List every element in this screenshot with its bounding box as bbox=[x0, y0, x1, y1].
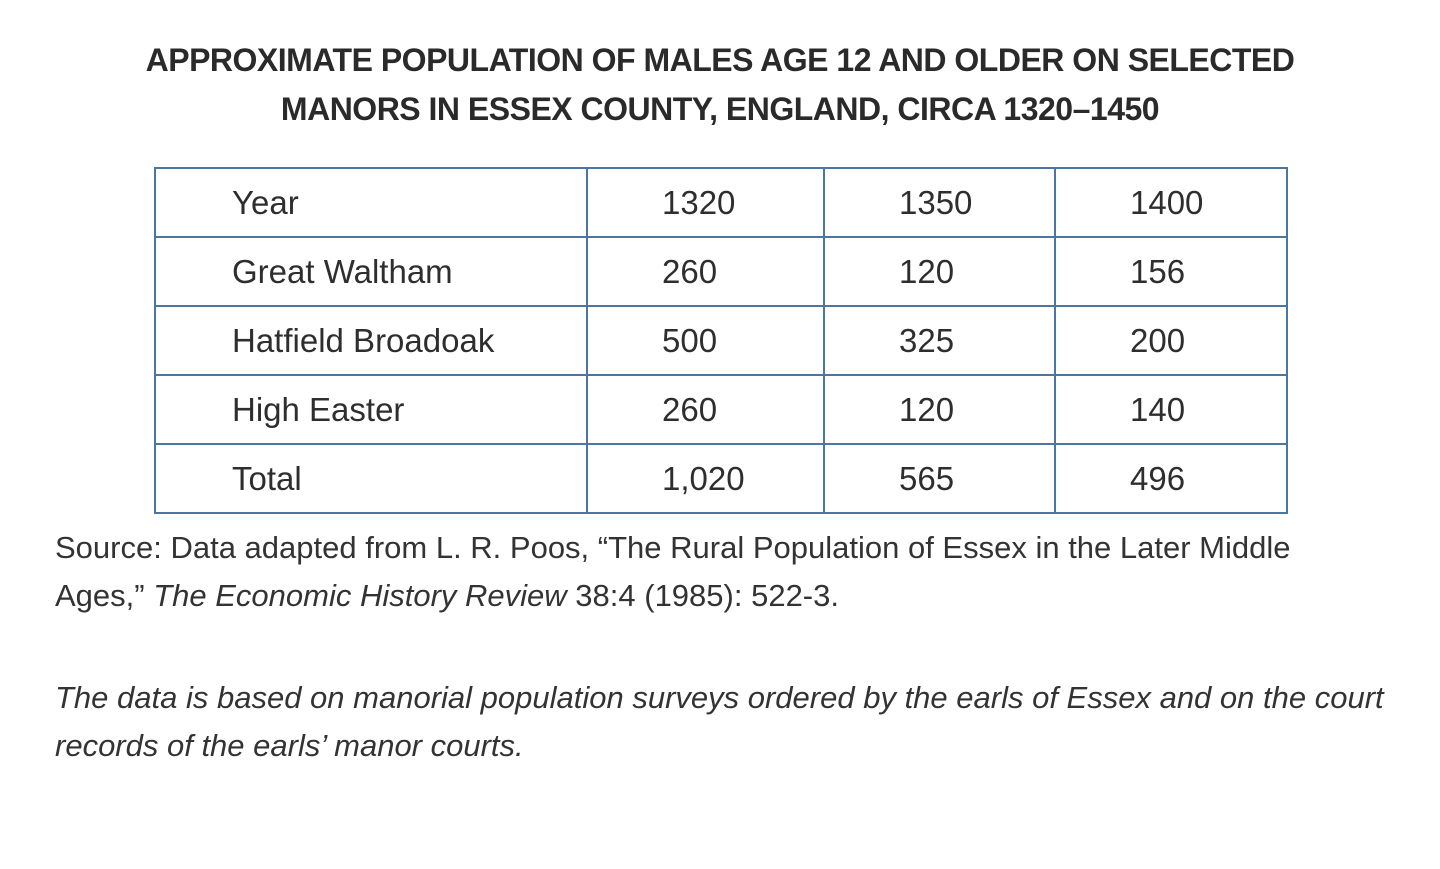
header-cell: 1400 bbox=[1054, 167, 1288, 238]
title-line-1: APPROXIMATE POPULATION OF MALES AGE 12 A… bbox=[145, 42, 1295, 78]
table-total-row: Total 1,020 565 496 bbox=[154, 443, 1288, 514]
table-row: Great Waltham 260 120 156 bbox=[154, 236, 1288, 307]
table-cell: 260 bbox=[586, 374, 825, 445]
population-table: Year 1320 1350 1400 Great Waltham 260 12… bbox=[154, 167, 1288, 514]
header-cell: Year bbox=[154, 167, 588, 238]
table-cell: 156 bbox=[1054, 236, 1288, 307]
table-cell: 120 bbox=[823, 236, 1056, 307]
header-cell: 1320 bbox=[586, 167, 825, 238]
table-cell: 200 bbox=[1054, 305, 1288, 376]
row-label: Great Waltham bbox=[154, 236, 588, 307]
table-header-row: Year 1320 1350 1400 bbox=[154, 167, 1288, 238]
table-cell: 325 bbox=[823, 305, 1056, 376]
table-cell: 500 bbox=[586, 305, 825, 376]
row-label: High Easter bbox=[154, 374, 588, 445]
table-cell: 140 bbox=[1054, 374, 1288, 445]
journal-title: The Economic History Review bbox=[153, 578, 567, 613]
table-cell: 120 bbox=[823, 374, 1056, 445]
page-title: APPROXIMATE POPULATION OF MALES AGE 12 A… bbox=[0, 36, 1440, 134]
table-cell: 260 bbox=[586, 236, 825, 307]
row-label: Hatfield Broadoak bbox=[154, 305, 588, 376]
data-note: The data is based on manorial population… bbox=[55, 680, 1384, 763]
table-row: Hatfield Broadoak 500 325 200 bbox=[154, 305, 1288, 376]
table-cell: 496 bbox=[1054, 443, 1288, 514]
table-cell: 565 bbox=[823, 443, 1056, 514]
row-label: Total bbox=[154, 443, 588, 514]
source-citation: Source: Data adapted from L. R. Poos, “T… bbox=[55, 524, 1355, 620]
table-row: High Easter 260 120 140 bbox=[154, 374, 1288, 445]
table-cell: 1,020 bbox=[586, 443, 825, 514]
source-prefix: Source: Data adapted from L. R. Poos, “T… bbox=[55, 530, 1291, 613]
title-line-2: MANORS IN ESSEX COUNTY, ENGLAND, CIRCA 1… bbox=[280, 91, 1160, 127]
header-cell: 1350 bbox=[823, 167, 1056, 238]
source-suffix: 38:4 (1985): 522-3. bbox=[566, 578, 839, 613]
